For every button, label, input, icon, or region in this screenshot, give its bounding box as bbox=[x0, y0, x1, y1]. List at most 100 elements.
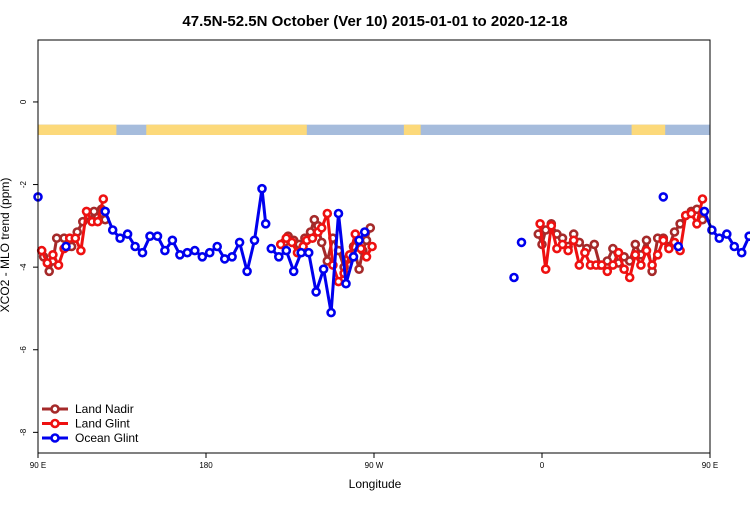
data-point-land-glint bbox=[660, 237, 667, 244]
data-point-land-glint bbox=[288, 239, 295, 246]
legend-marker-ocean-glint bbox=[52, 435, 59, 442]
data-point-land-glint bbox=[565, 247, 572, 254]
land-band bbox=[38, 125, 116, 135]
data-point-ocean-glint bbox=[191, 247, 198, 254]
data-point-land-glint bbox=[559, 241, 566, 248]
legend-label-land-glint: Land Glint bbox=[75, 417, 130, 431]
data-point-land-glint bbox=[688, 210, 695, 217]
legend-label-ocean-glint: Ocean Glint bbox=[75, 431, 139, 445]
data-point-land-glint bbox=[693, 220, 700, 227]
data-point-ocean-glint bbox=[124, 231, 131, 238]
data-point-land-glint bbox=[649, 262, 656, 269]
data-point-land-glint bbox=[309, 235, 316, 242]
legend-marker-land-glint bbox=[52, 420, 59, 427]
data-point-land-glint bbox=[621, 266, 628, 273]
data-point-land-glint bbox=[604, 268, 611, 275]
data-point-land-glint bbox=[83, 208, 90, 215]
data-point-ocean-glint bbox=[236, 239, 243, 246]
data-point-land-glint bbox=[55, 262, 62, 269]
data-point-ocean-glint bbox=[335, 210, 342, 217]
data-point-ocean-glint bbox=[176, 251, 183, 258]
data-point-land-nadir bbox=[591, 241, 598, 248]
data-point-ocean-glint bbox=[675, 243, 682, 250]
y-tick-label: -6 bbox=[19, 346, 28, 354]
data-point-ocean-glint bbox=[701, 208, 708, 215]
data-point-ocean-glint bbox=[139, 249, 146, 256]
data-point-ocean-glint bbox=[229, 253, 236, 260]
x-tick-label: 0 bbox=[540, 461, 545, 470]
land-sea-strip bbox=[38, 125, 710, 135]
data-point-ocean-glint bbox=[262, 220, 269, 227]
data-point-ocean-glint bbox=[660, 193, 667, 200]
data-point-ocean-glint bbox=[343, 280, 350, 287]
land-band bbox=[146, 125, 307, 135]
data-point-ocean-glint bbox=[109, 227, 116, 234]
data-point-ocean-glint bbox=[313, 288, 320, 295]
data-point-ocean-glint bbox=[214, 243, 221, 250]
data-point-ocean-glint bbox=[356, 237, 363, 244]
data-point-ocean-glint bbox=[746, 233, 750, 240]
data-point-ocean-glint bbox=[305, 249, 312, 256]
data-point-land-glint bbox=[654, 251, 661, 258]
series-layer bbox=[35, 185, 750, 316]
y-tick-label: -8 bbox=[19, 428, 28, 436]
data-point-land-glint bbox=[609, 262, 616, 269]
data-point-land-glint bbox=[581, 249, 588, 256]
data-point-land-nadir bbox=[318, 239, 325, 246]
data-point-land-nadir bbox=[643, 237, 650, 244]
data-point-ocean-glint bbox=[708, 227, 715, 234]
data-point-ocean-glint bbox=[169, 237, 176, 244]
data-point-land-glint bbox=[542, 266, 549, 273]
data-point-ocean-glint bbox=[275, 253, 282, 260]
data-point-ocean-glint bbox=[161, 247, 168, 254]
chart-title: 47.5N-52.5N October (Ver 10) 2015-01-01 … bbox=[182, 13, 567, 30]
x-tick-label: 90 E bbox=[30, 461, 46, 470]
x-axis-label: Longitude bbox=[349, 477, 402, 491]
data-point-land-glint bbox=[615, 249, 622, 256]
data-point-land-glint bbox=[77, 247, 84, 254]
data-point-ocean-glint bbox=[244, 268, 251, 275]
data-point-ocean-glint bbox=[147, 233, 154, 240]
x-tick-label: 90 W bbox=[365, 461, 384, 470]
land-band bbox=[404, 125, 421, 135]
data-point-land-glint bbox=[598, 262, 605, 269]
data-point-ocean-glint bbox=[328, 309, 335, 316]
data-point-ocean-glint bbox=[298, 249, 305, 256]
data-point-land-glint bbox=[44, 260, 51, 267]
y-tick-label: 0 bbox=[19, 99, 28, 104]
data-point-ocean-glint bbox=[731, 243, 738, 250]
data-point-land-glint bbox=[38, 247, 45, 254]
ocean-band bbox=[38, 125, 710, 135]
data-point-land-glint bbox=[548, 222, 555, 229]
data-point-land-glint bbox=[632, 251, 639, 258]
data-point-ocean-glint bbox=[132, 243, 139, 250]
data-point-land-glint bbox=[72, 235, 79, 242]
data-point-ocean-glint bbox=[259, 185, 266, 192]
data-point-ocean-glint bbox=[290, 268, 297, 275]
data-point-ocean-glint bbox=[350, 253, 357, 260]
data-point-ocean-glint bbox=[738, 249, 745, 256]
data-point-ocean-glint bbox=[268, 245, 275, 252]
data-point-ocean-glint bbox=[102, 208, 109, 215]
data-point-ocean-glint bbox=[251, 237, 258, 244]
data-point-ocean-glint bbox=[361, 229, 368, 236]
data-point-land-glint bbox=[643, 247, 650, 254]
land-band bbox=[632, 125, 666, 135]
data-point-land-nadir bbox=[53, 235, 60, 242]
data-point-land-glint bbox=[100, 196, 107, 203]
data-point-land-glint bbox=[626, 274, 633, 281]
data-point-ocean-glint bbox=[716, 235, 723, 242]
y-axis-label: XCO2 - MLO trend (ppm) bbox=[0, 178, 12, 313]
x-tick-label: 180 bbox=[199, 461, 213, 470]
data-point-ocean-glint bbox=[184, 249, 191, 256]
data-point-land-glint bbox=[637, 262, 644, 269]
data-point-ocean-glint bbox=[63, 243, 70, 250]
legend-marker-land-nadir bbox=[52, 406, 59, 413]
data-point-land-glint bbox=[324, 210, 331, 217]
data-point-land-glint bbox=[277, 241, 284, 248]
data-point-ocean-glint bbox=[221, 255, 228, 262]
data-point-land-glint bbox=[94, 218, 101, 225]
